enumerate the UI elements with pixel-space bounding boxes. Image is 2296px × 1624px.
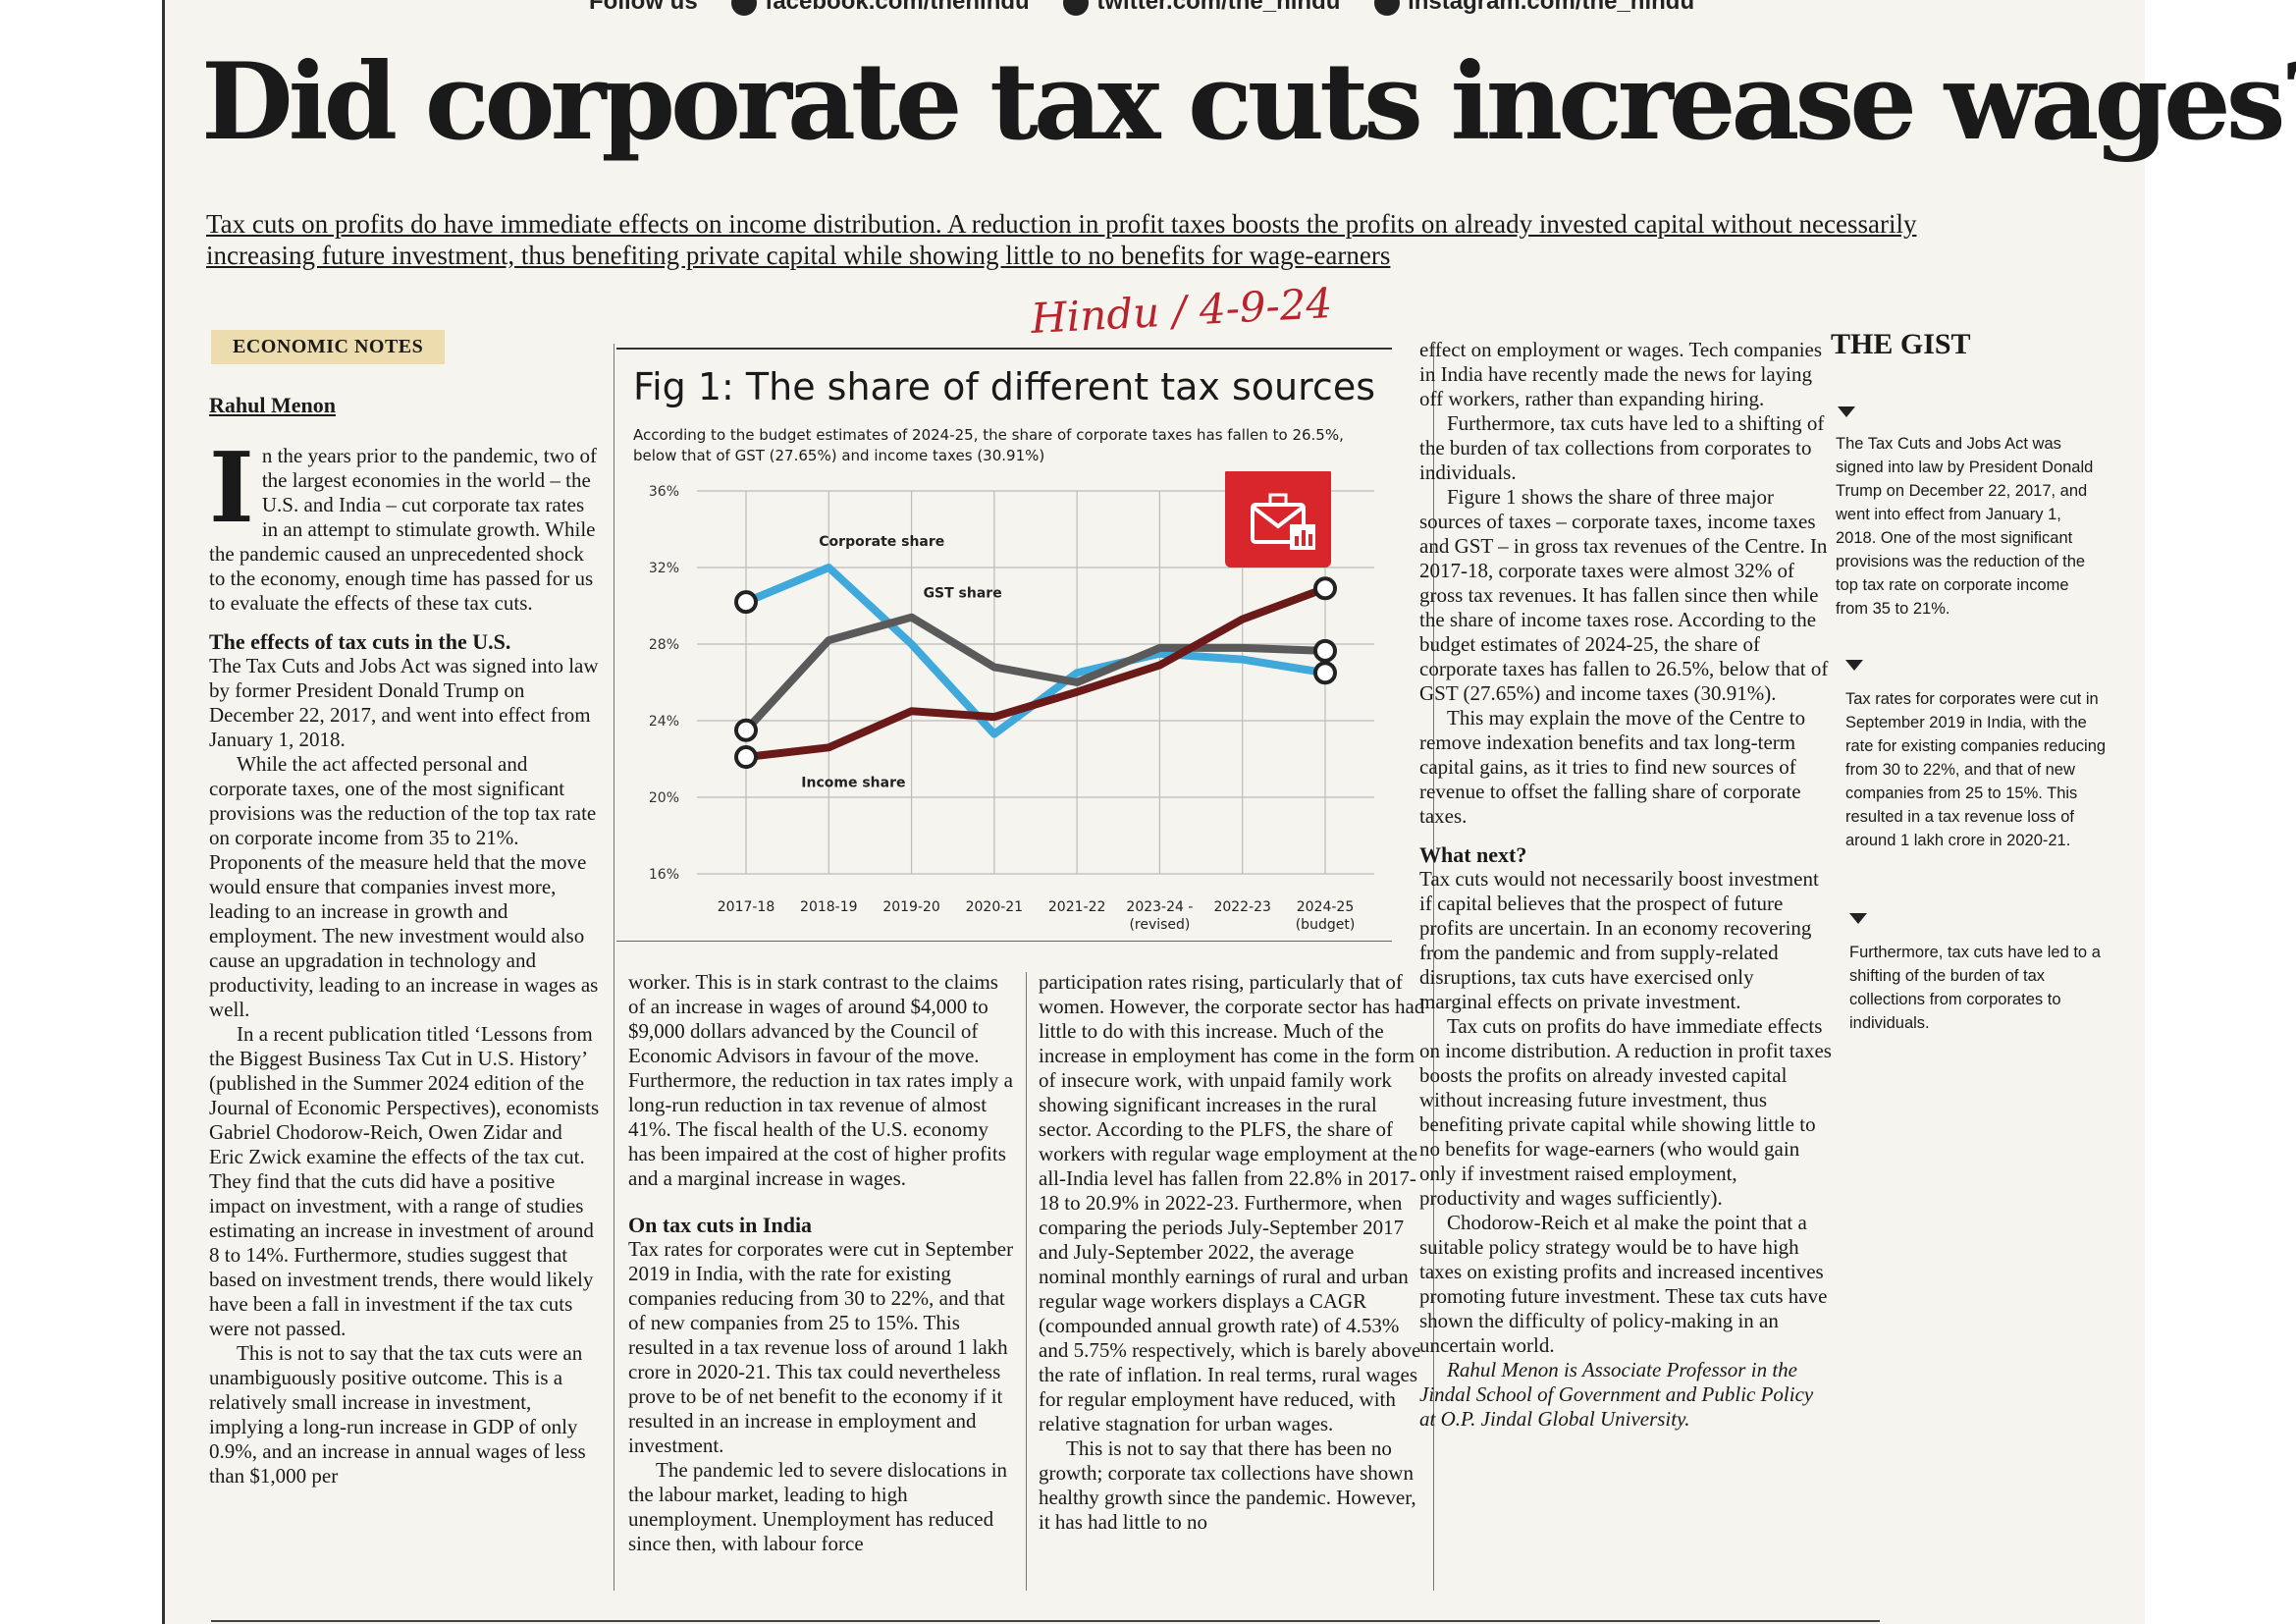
instagram-handle: instagram.com/the_hindu <box>1408 0 1695 15</box>
standfirst: Tax cuts on profits do have immediate ef… <box>206 209 1917 270</box>
col4-para-7: Chodorow-Reich et al make the point that… <box>1419 1211 1828 1357</box>
chart-lines <box>743 564 1327 762</box>
chart-top-rule <box>616 348 1392 350</box>
gist-marker-icon <box>1845 660 1863 671</box>
facebook-handle: facebook.com/thehindu <box>765 0 1030 15</box>
series-endpoint-gst <box>1313 638 1337 663</box>
instagram-icon <box>1374 0 1401 16</box>
col4-para-3: Figure 1 shows the share of three major … <box>1419 485 1829 705</box>
series-endpoint-corporate <box>734 590 758 615</box>
col2-para-3: The pandemic led to severe dislocations … <box>628 1458 1008 1555</box>
gist-marker-icon <box>1849 913 1867 924</box>
column-4: effect on employment or wages. Tech comp… <box>1419 338 1832 1432</box>
x-tick-label: 2017-18 <box>718 899 775 915</box>
facebook-icon <box>731 0 758 16</box>
x-tick-label: (revised) <box>1129 917 1190 933</box>
byline: Rahul Menon <box>209 393 336 417</box>
col1-para-4: In a recent publication titled ‘Lessons … <box>209 1022 600 1340</box>
col3-para-1: participation rates rising, particularly… <box>1039 970 1425 1435</box>
page-edge <box>162 0 165 1624</box>
x-tick-label: 2020-21 <box>966 899 1024 915</box>
col4-para-6: Tax cuts on profits do have immediate ef… <box>1419 1014 1832 1210</box>
series-labels: Corporate share GST share Income share <box>801 534 1001 790</box>
series-endpoint-gst <box>734 718 758 742</box>
col4-para-1: effect on employment or wages. Tech comp… <box>1419 338 1823 410</box>
series-endpoint-income <box>1313 576 1337 601</box>
gist-title: THE GIST <box>1831 328 1971 360</box>
y-axis-ticks: 36% 32% 28% 24% 20% 16% <box>649 484 679 883</box>
col2-subhead: On tax cuts in India <box>628 1213 813 1237</box>
twitter-handle: twitter.com/the_hindu <box>1096 0 1341 15</box>
tax-share-chart: 36% 32% 28% 24% 20% 16% 2017-18 2018-19 2019-20… <box>649 471 1374 933</box>
y-tick-label: 28% <box>649 637 679 653</box>
follow-label: Follow us <box>589 0 698 15</box>
y-tick-label: 16% <box>649 867 679 883</box>
col4-subhead: What next? <box>1419 842 1527 867</box>
gist-marker-icon <box>1838 406 1855 417</box>
column-rule <box>1433 344 1434 1591</box>
budget-icon <box>1225 471 1331 568</box>
series-label: Corporate share <box>819 534 944 550</box>
author-bio: Rahul Menon is Associate Professor in th… <box>1419 1358 1814 1431</box>
follow-bar: Follow us facebook.com/thehindu twitter.… <box>589 0 1694 16</box>
bottom-rule <box>211 1620 1880 1622</box>
column-3: participation rates rising, particularly… <box>1039 970 1426 1535</box>
x-tick-label: (budget) <box>1296 917 1356 933</box>
col2-para-2: Tax rates for corporates were cut in Sep… <box>628 1237 1014 1457</box>
y-tick-label: 20% <box>649 790 679 806</box>
section-kicker: ECONOMIC NOTES <box>211 330 446 364</box>
col2-para-1: worker. This is in stark contrast to the… <box>628 970 1013 1190</box>
col4-para-2: Furthermore, tax cuts have led to a shif… <box>1419 411 1825 484</box>
col3-para-2: This is not to say that there has been n… <box>1039 1436 1416 1534</box>
x-tick-label: 2023-24 - <box>1126 899 1193 915</box>
x-tick-label: 2022-23 <box>1213 899 1271 915</box>
chart-title: Fig 1: The share of different tax source… <box>633 365 1375 408</box>
col1-para-3: While the act affected personal and corp… <box>209 752 599 1021</box>
series-line-income <box>745 584 1327 762</box>
x-tick-label: 2021-22 <box>1048 899 1106 915</box>
x-tick-label: 2019-20 <box>882 899 940 915</box>
series-label: GST share <box>924 586 1002 602</box>
gist-item-3: Furthermore, tax cuts have led to a shif… <box>1849 944 2101 1032</box>
gist-item-1: The Tax Cuts and Jobs Act was signed int… <box>1836 435 2094 618</box>
col4-para-5: Tax cuts would not necessarily boost inv… <box>1419 867 1819 1013</box>
dropcap: I <box>209 432 254 545</box>
col1-para-2: The Tax Cuts and Jobs Act was signed int… <box>209 654 599 751</box>
series-endpoint-corporate <box>1313 661 1337 685</box>
chart-bottom-rule <box>616 941 1392 942</box>
gist-item-2: Tax rates for corporates were cut in Sep… <box>1845 690 2107 849</box>
col1-subhead: The effects of tax cuts in the U.S. <box>209 629 511 654</box>
column-rule <box>1026 972 1027 1591</box>
x-tick-label: 2018-19 <box>800 899 858 915</box>
y-tick-label: 36% <box>649 484 679 500</box>
y-tick-label: 32% <box>649 561 679 576</box>
x-tick-label: 2024-25 <box>1297 899 1355 915</box>
chart-markers <box>734 576 1337 770</box>
series-line-gst <box>743 613 1326 733</box>
chart-subtitle: According to the budget estimates of 202… <box>633 426 1344 464</box>
twitter-icon <box>1063 0 1090 16</box>
headline: Did corporate tax cuts increase wages? <box>201 40 2296 164</box>
y-tick-label: 24% <box>649 714 679 730</box>
newspaper-page <box>162 0 2145 1624</box>
col4-para-4: This may explain the move of the Centre … <box>1419 706 1806 828</box>
column-2: worker. This is in stark contrast to the… <box>628 970 1016 1556</box>
series-label: Income share <box>801 775 905 790</box>
col1-para-5: This is not to say that the tax cuts wer… <box>209 1341 586 1488</box>
series-endpoint-income <box>734 745 758 770</box>
x-axis-ticks: 2017-18 2018-19 2019-20 2020-21 2021-22 2023-… <box>718 899 1356 933</box>
